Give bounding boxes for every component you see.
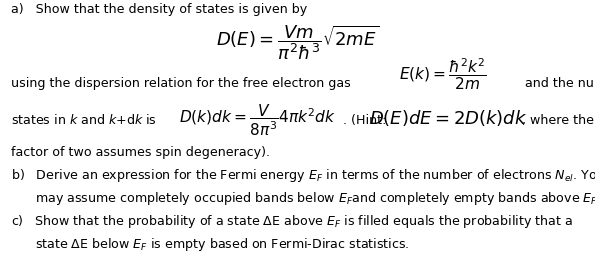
Text: may assume completely occupied bands below $E_F$and completely empty bands above: may assume completely occupied bands bel…: [35, 190, 595, 207]
Text: $D(E)dE = 2D(k)dk$: $D(E)dE = 2D(k)dk$: [369, 108, 527, 128]
Text: . (Hint:: . (Hint:: [343, 114, 390, 127]
Text: a)   Show that the density of states is given by: a) Show that the density of states is gi…: [11, 3, 307, 16]
Text: states in $k$ and $k$+d$k$ is: states in $k$ and $k$+d$k$ is: [11, 113, 156, 127]
Text: state ΔE below $E_F$ is empty based on Fermi-Dirac statistics.: state ΔE below $E_F$ is empty based on F…: [35, 236, 409, 253]
Text: using the dispersion relation for the free electron gas: using the dispersion relation for the fr…: [11, 77, 350, 90]
Text: factor of two assumes spin degeneracy).: factor of two assumes spin degeneracy).: [11, 146, 270, 159]
Text: $E(k) = \dfrac{\hbar^2 k^2}{2m}$: $E(k) = \dfrac{\hbar^2 k^2}{2m}$: [399, 56, 487, 92]
Text: $D(k)dk = \dfrac{V}{8\pi^3}4\pi k^2 dk$: $D(k)dk = \dfrac{V}{8\pi^3}4\pi k^2 dk$: [178, 102, 336, 138]
Text: c)   Show that the probability of a state ΔE above $E_F$ is filled equals the pr: c) Show that the probability of a state …: [11, 213, 572, 230]
Text: $D(E) = \dfrac{Vm}{\pi^2\hbar^3}\sqrt{2mE}$: $D(E) = \dfrac{Vm}{\pi^2\hbar^3}\sqrt{2m…: [216, 23, 379, 62]
Text: b)   Derive an expression for the Fermi energy $E_F$ in terms of the number of e: b) Derive an expression for the Fermi en…: [11, 167, 595, 184]
Text: and the number of: and the number of: [525, 77, 595, 90]
Text: , where the: , where the: [522, 114, 594, 127]
